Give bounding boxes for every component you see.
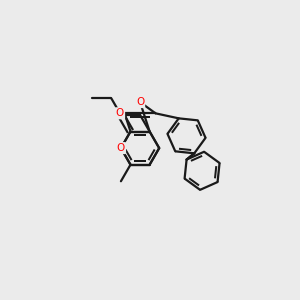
Text: O: O: [136, 97, 144, 107]
Text: O: O: [117, 143, 125, 153]
Text: O: O: [116, 108, 124, 118]
